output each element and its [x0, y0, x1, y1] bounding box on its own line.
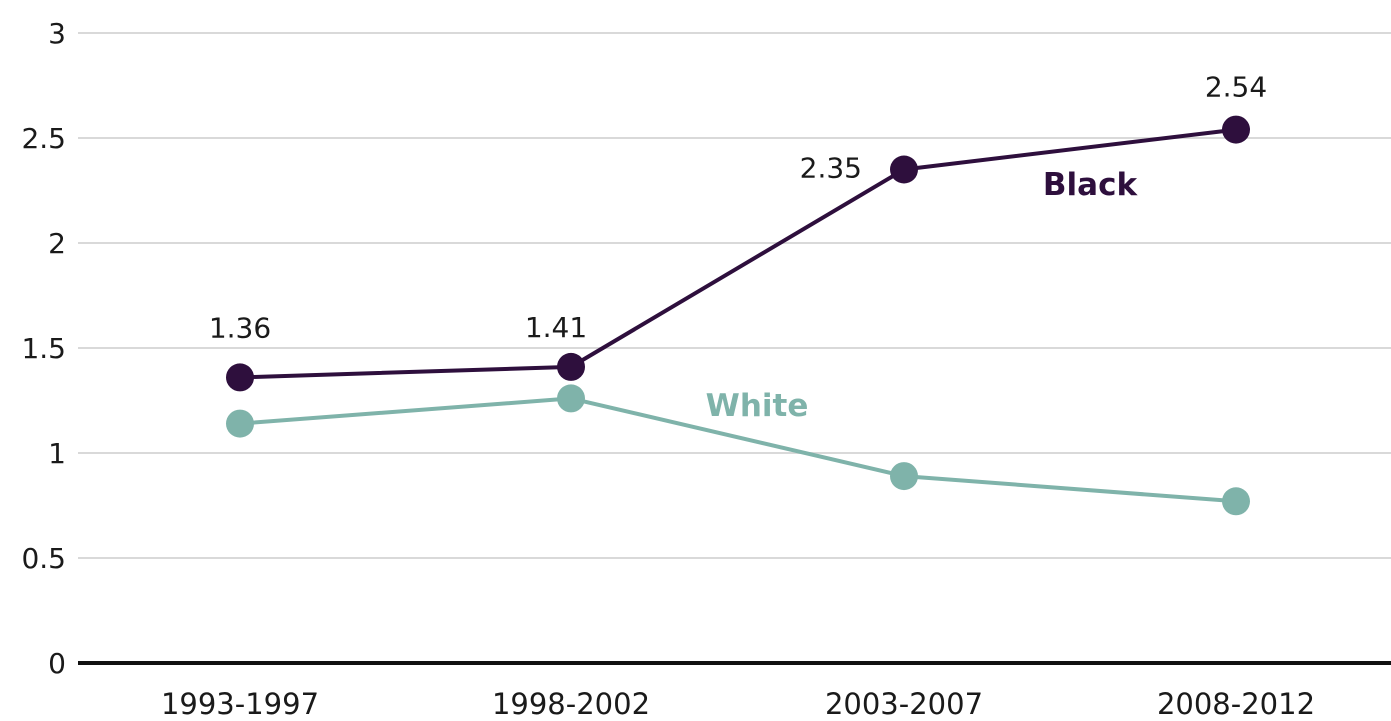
data-label: 1.41 — [525, 311, 587, 344]
y-tick-label: 1.5 — [21, 332, 66, 365]
series-name-labels: Black White — [706, 167, 1139, 424]
data-label: 2.35 — [800, 152, 862, 185]
data-label: 2.54 — [1205, 71, 1267, 104]
data-point-white — [226, 409, 254, 438]
x-tick-label: 1998-2002 — [492, 687, 650, 721]
y-tick-label: 3 — [48, 17, 66, 50]
data-point-white — [557, 384, 585, 413]
data-point-black — [557, 352, 585, 381]
y-axis-ticks: 0 0.5 1 1.5 2 2.5 3 — [21, 17, 66, 680]
y-tick-label: 0.5 — [21, 542, 66, 575]
y-tick-label: 1 — [48, 437, 66, 470]
series-line-white — [238, 396, 1238, 504]
y-tick-label: 2.5 — [21, 122, 66, 155]
y-tick-label: 2 — [48, 227, 66, 260]
x-tick-label: 1993-1997 — [161, 687, 319, 721]
x-tick-label: 2003-2007 — [825, 687, 983, 721]
data-point-black — [890, 155, 918, 184]
data-point-white — [1222, 487, 1250, 516]
gridlines — [78, 32, 1391, 665]
x-axis-ticks: 1993-1997 1998-2002 2003-2007 2008-2012 — [161, 687, 1315, 721]
data-labels: 1.36 1.41 2.35 2.54 — [209, 71, 1267, 345]
series-line-black — [238, 127, 1238, 380]
data-point-black — [226, 363, 254, 392]
data-point-black — [1222, 115, 1250, 144]
series-lines — [226, 115, 1250, 516]
data-point-white — [890, 462, 918, 491]
data-label: 1.36 — [209, 311, 271, 344]
y-tick-label: 0 — [48, 647, 66, 680]
series-label-white: White — [706, 388, 809, 424]
series-label-black: Black — [1043, 167, 1139, 203]
x-tick-label: 2008-2012 — [1157, 687, 1315, 721]
